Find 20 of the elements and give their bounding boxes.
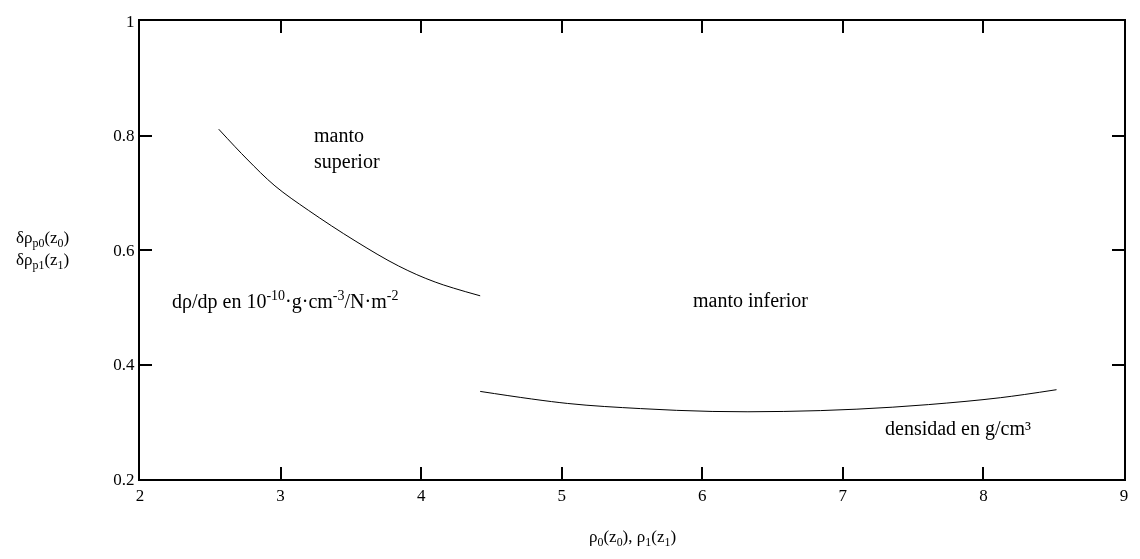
x-tick-label: 7 bbox=[838, 486, 848, 506]
annotation: densidad en g/cm³ bbox=[885, 417, 1031, 440]
x-tick-label: 3 bbox=[276, 486, 285, 506]
x-tick-label: 4 bbox=[416, 486, 426, 506]
x-tick-label: 2 bbox=[135, 486, 145, 506]
y-tick-label: 1 bbox=[126, 11, 135, 31]
line-series bbox=[479, 389, 1058, 413]
text: δρ$_{p0}$(z$_{0}$) δρ$_{p1}$(z$_{1}$) bbox=[16, 228, 70, 272]
annotation: manto superior bbox=[314, 124, 380, 173]
text: ρ$_{0}$(z$_{0}$), ρ$_{1}$(z$_{1}$) bbox=[589, 527, 677, 549]
x-tick-label: 6 bbox=[698, 486, 707, 506]
y-tick-label: 0.8 bbox=[113, 126, 135, 146]
y-tick-label: 0.2 bbox=[113, 469, 135, 489]
x-tick-label: 5 bbox=[557, 486, 566, 506]
y-tick-label: 0.4 bbox=[113, 355, 136, 375]
x-tick-label: 8 bbox=[979, 486, 988, 506]
annotation: manto inferior bbox=[693, 289, 809, 311]
annotation: dρ/dp en 10$^{-10}$·g·cm$^{-3}$/N·m$^{-2}$ bbox=[172, 288, 399, 314]
x-tick-label: 9 bbox=[1119, 486, 1129, 506]
y-tick-label: 0.6 bbox=[113, 240, 135, 260]
